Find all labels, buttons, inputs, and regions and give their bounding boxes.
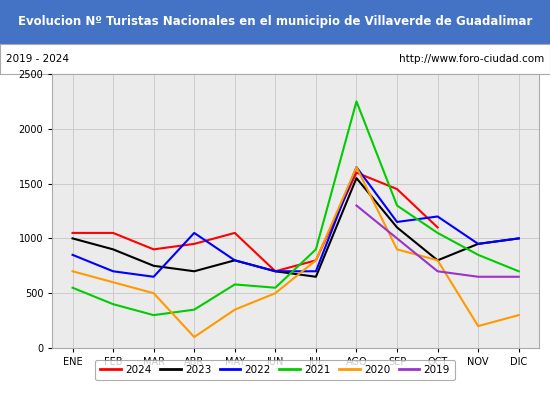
Text: Evolucion Nº Turistas Nacionales en el municipio de Villaverde de Guadalimar: Evolucion Nº Turistas Nacionales en el m… — [18, 16, 532, 28]
Text: 2019 - 2024: 2019 - 2024 — [6, 54, 69, 64]
Legend: 2024, 2023, 2022, 2021, 2020, 2019: 2024, 2023, 2022, 2021, 2020, 2019 — [95, 360, 455, 380]
Text: http://www.foro-ciudad.com: http://www.foro-ciudad.com — [399, 54, 544, 64]
